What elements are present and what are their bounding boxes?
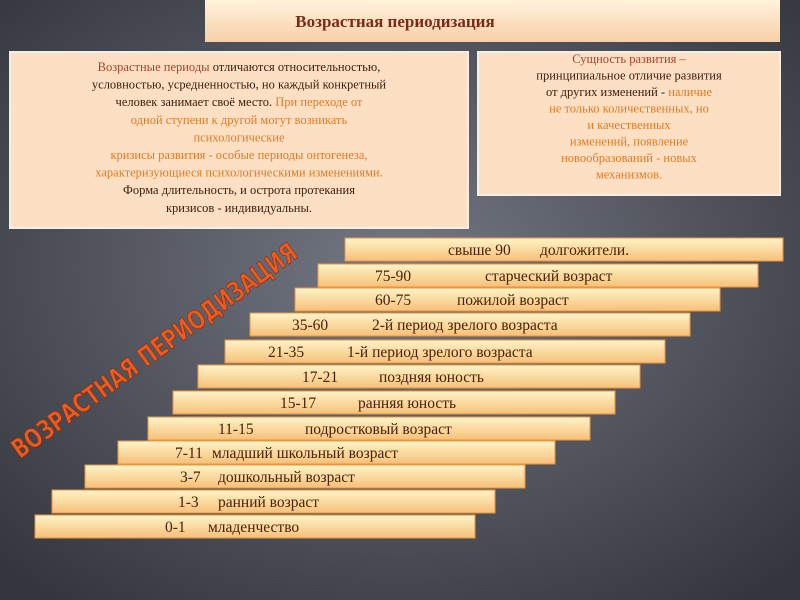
step	[51, 489, 496, 514]
text-segment: наличие	[668, 85, 712, 99]
box-line: условностью, усредненностью, но каждый к…	[92, 78, 387, 92]
step-text: 17-21 поздняя юность	[302, 369, 484, 386]
step-text: 0-1 младенчество	[165, 519, 299, 536]
text-segment: новообразований - новых	[561, 151, 698, 165]
text-segment: характеризующиеся психологическими измен…	[95, 166, 382, 180]
step-label: 2-й период зрелого возраста	[372, 317, 558, 334]
text-segment: Сущность развития –	[572, 52, 686, 66]
step	[84, 464, 526, 489]
step	[224, 339, 666, 364]
step-label: ранний возраст	[218, 494, 319, 511]
text-segment: кризисов - индивидуальны.	[166, 201, 312, 215]
step-age: 17-21	[302, 369, 338, 386]
box-line: одной ступени к другой могут возникать	[131, 113, 348, 127]
title: Возрастная периодизация	[295, 12, 494, 31]
step-age: 0-1	[165, 519, 186, 536]
box-line: и качественных	[587, 118, 671, 132]
box-line: кризисы развития - особые периоды онтоге…	[110, 148, 367, 162]
box-line: Форма длительность, и острота протекания	[123, 183, 355, 197]
step	[172, 390, 616, 415]
step-age: 35-60	[292, 317, 328, 334]
step-age: 75-90	[375, 268, 411, 285]
step-age: свыше 90	[448, 242, 511, 259]
box-line: от других изменений - наличие	[546, 85, 712, 99]
box-line: не только количественных, но	[549, 102, 709, 116]
step-label: старческий возраст	[485, 268, 613, 285]
step-age: 21-35	[268, 344, 304, 361]
step-age: 1-3	[178, 494, 199, 511]
text-segment: При переходе от	[275, 95, 363, 109]
step	[249, 312, 691, 337]
box-line: кризисов - индивидуальны.	[166, 201, 312, 215]
step	[117, 440, 556, 465]
step-age: 7-11	[175, 445, 203, 462]
step-text: 11-15 подростковый возраст	[218, 421, 452, 438]
step-label: пожилой возраст	[457, 292, 569, 309]
step-age: 3-7	[180, 469, 201, 486]
box-line: Сущность развития –	[572, 52, 686, 66]
step-text: 21-35 1-й период зрелого возраста	[268, 344, 533, 361]
step-text: свыше 90 долгожители.	[448, 242, 629, 259]
step	[197, 364, 641, 389]
text-segment: принципиальное отличие развития	[536, 69, 722, 83]
step-age: 11-15	[218, 421, 254, 438]
step-label: подростковый возраст	[305, 421, 452, 438]
text-segment: механизмов.	[596, 168, 662, 182]
text-segment: кризисы развития - особые периоды онтоге…	[110, 148, 367, 162]
step-text: 1-3 ранний возраст	[178, 494, 319, 511]
step-text: 75-90 старческий возраст	[375, 268, 613, 285]
right-box	[477, 51, 781, 196]
text-segment: изменений, появление	[570, 135, 689, 149]
box-line: человек занимает своё место. При переход…	[116, 95, 363, 109]
text-segment: не только количественных, но	[549, 102, 709, 116]
step-text: 35-60 2-й период зрелого возраста	[292, 317, 558, 334]
title-box	[205, 0, 780, 42]
box-line: психологические	[193, 130, 285, 144]
step-age: 60-75	[375, 292, 411, 309]
step	[294, 287, 721, 312]
box-line: Возрастные периоды отличаются относитель…	[98, 60, 381, 74]
step-text: 3-7 дошкольный возраст	[180, 469, 355, 486]
left-box	[9, 51, 469, 229]
text-segment: одной ступени к другой могут возникать	[131, 113, 348, 127]
step-label: младший школьный возраст	[212, 445, 398, 462]
step	[317, 263, 759, 288]
step-label: младенчество	[208, 519, 299, 536]
step	[147, 416, 591, 441]
step-label: дошкольный возраст	[218, 469, 355, 486]
step-label: поздняя юность	[379, 369, 484, 386]
box-line: изменений, появление	[570, 135, 689, 149]
box-line: принципиальное отличие развития	[536, 69, 722, 83]
step-text: 60-75 пожилой возраст	[375, 292, 569, 309]
text-segment: и качественных	[587, 118, 671, 132]
step	[344, 237, 784, 262]
step	[34, 514, 476, 539]
step-age: 15-17	[280, 395, 316, 412]
box-line: механизмов.	[596, 168, 662, 182]
text-segment: Возрастные периоды	[98, 60, 213, 74]
text-segment: условностью, усредненностью, но каждый к…	[92, 78, 387, 92]
text-segment: Форма длительность, и острота протекания	[123, 183, 355, 197]
step-label: 1-й период зрелого возраста	[347, 344, 533, 361]
box-line: новообразований - новых	[561, 151, 698, 165]
step-label: ранняя юность	[358, 395, 456, 412]
box-line: характеризующиеся психологическими измен…	[95, 166, 382, 180]
step-text: 15-17 ранняя юность	[280, 395, 456, 412]
text-segment: от других изменений -	[546, 85, 668, 99]
text-segment: психологические	[193, 130, 285, 144]
text-segment: отличаются относительностью,	[213, 60, 381, 74]
step-label: долгожители.	[540, 242, 629, 259]
text-segment: человек занимает своё место.	[116, 95, 276, 109]
step-text: 7-11 младший школьный возраст	[175, 445, 398, 462]
